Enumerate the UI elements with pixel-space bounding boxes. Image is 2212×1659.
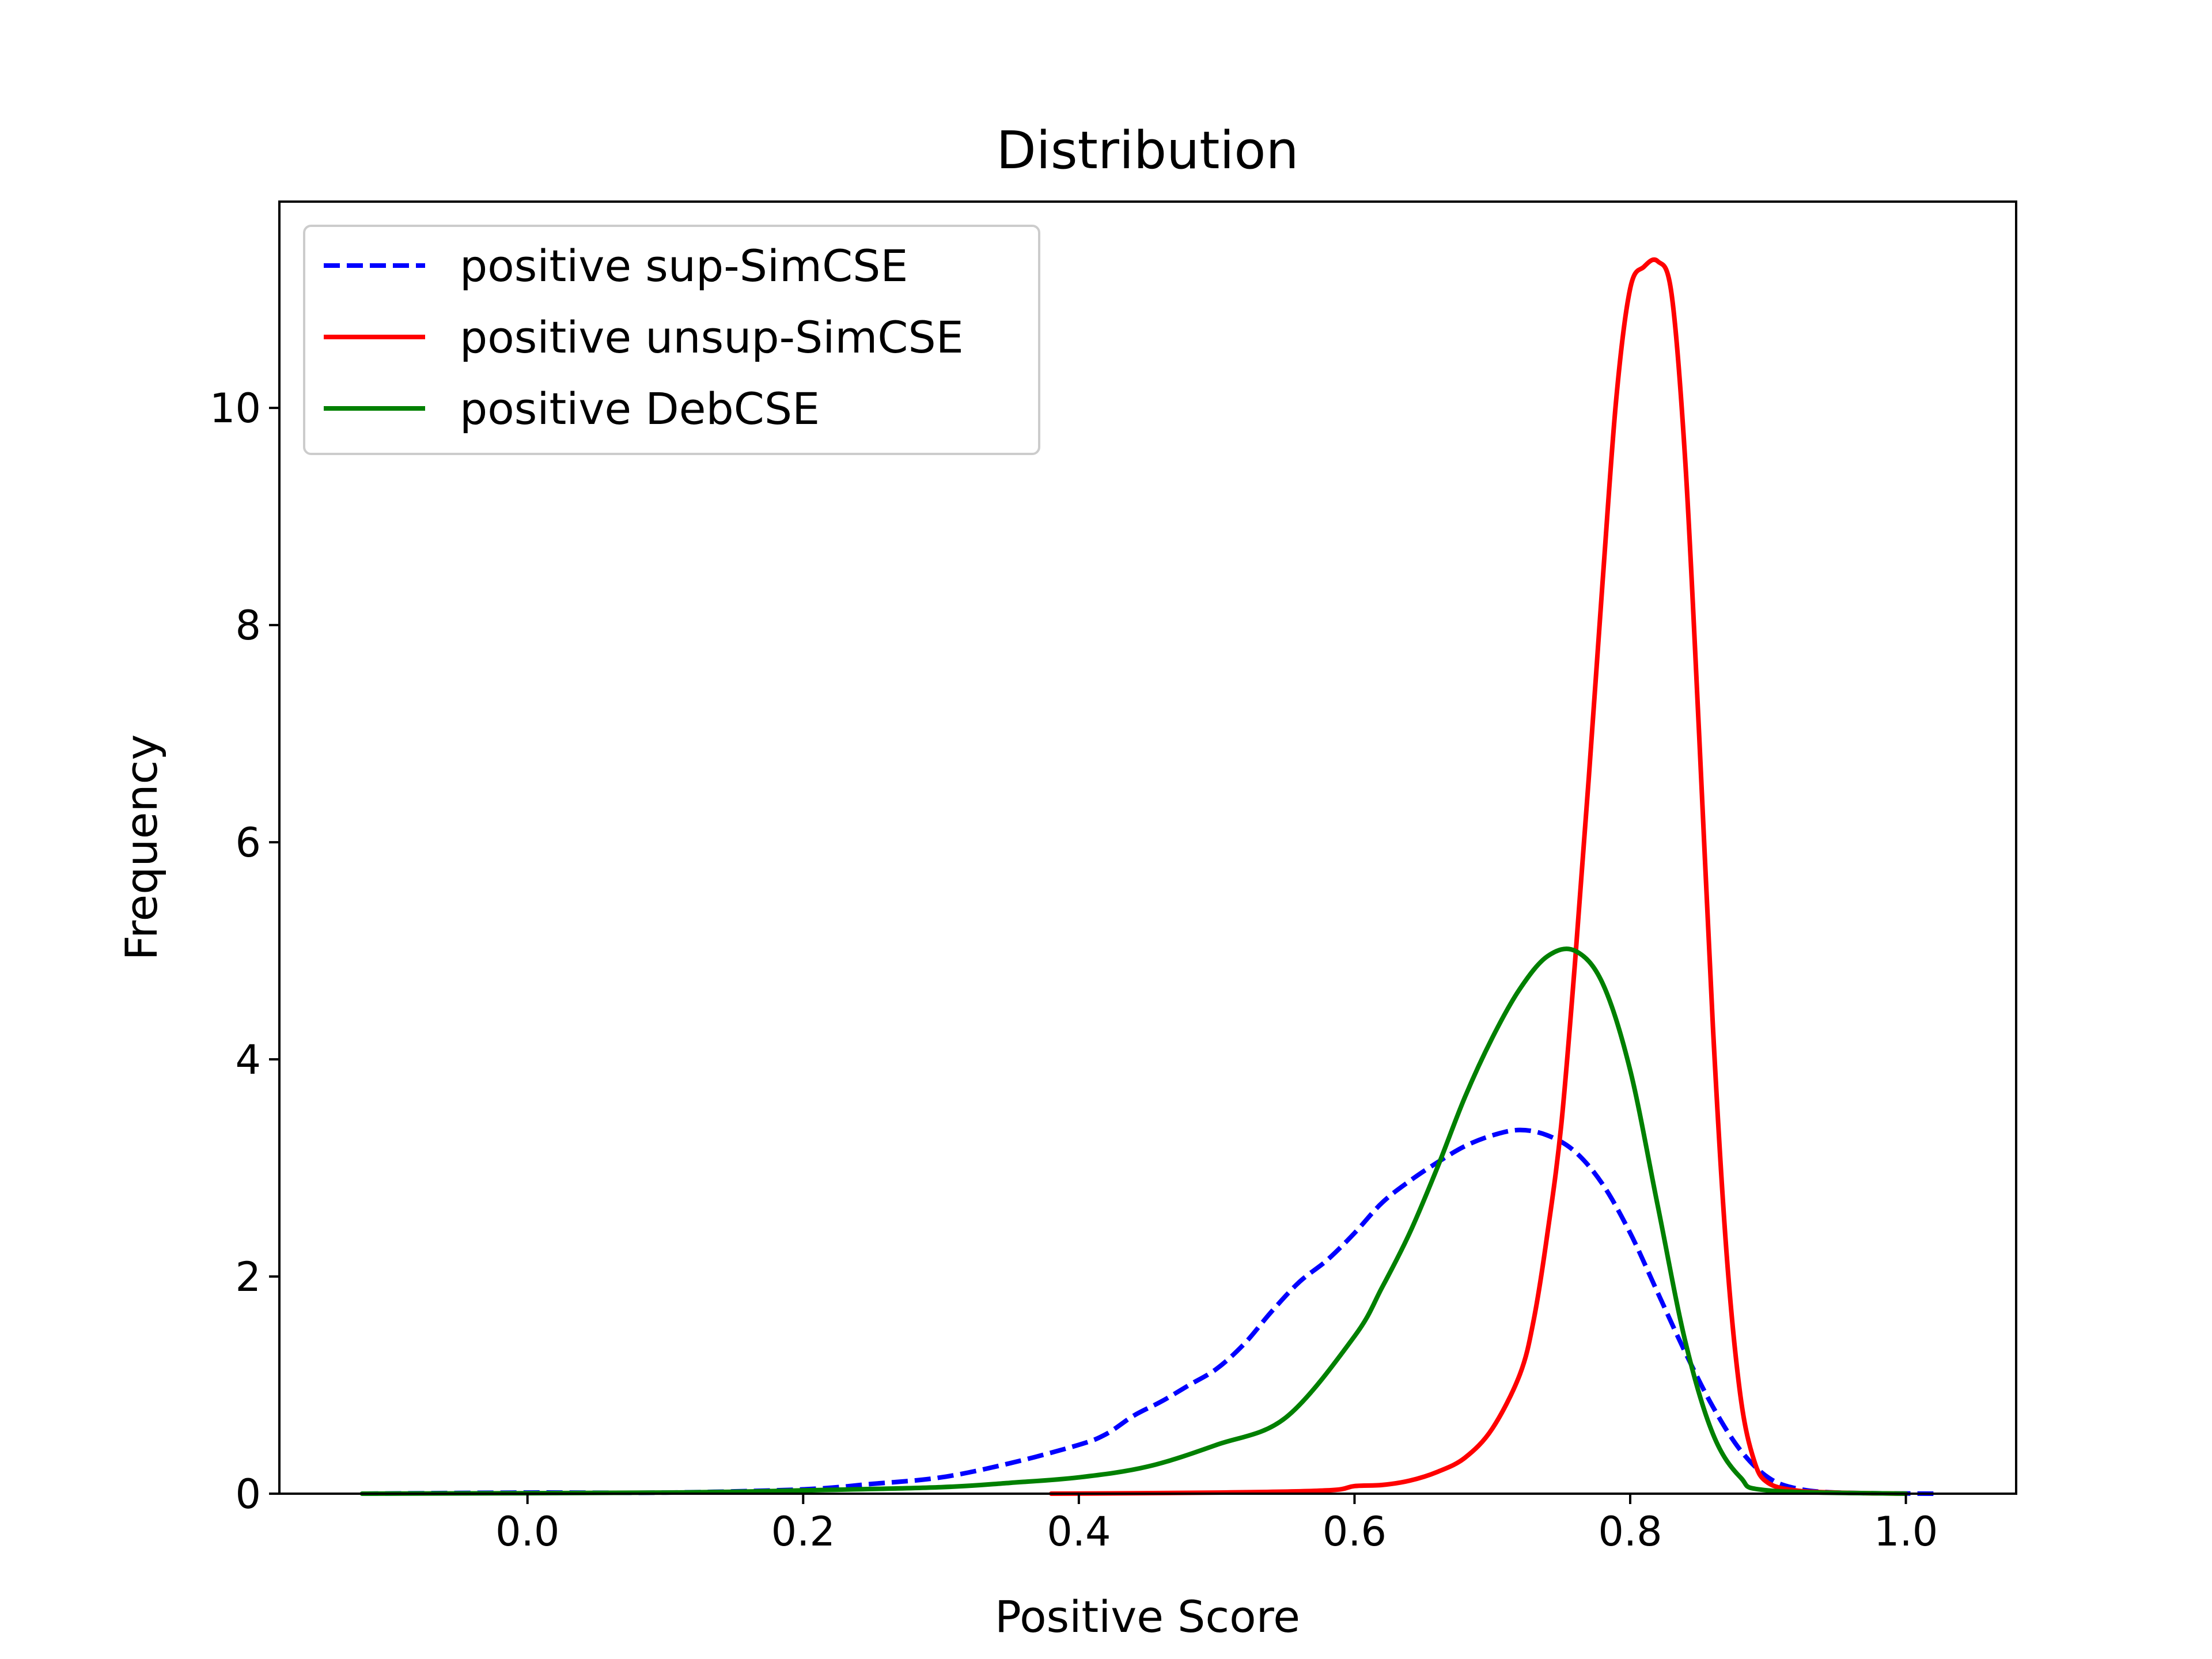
plot-area-frame	[278, 200, 2017, 1495]
chart-title: Distribution	[996, 120, 1298, 181]
y-axis-label: Frequency	[116, 734, 167, 961]
x-tick-label: 0.4	[1047, 1508, 1111, 1555]
x-tick-label: 0.2	[771, 1508, 835, 1555]
y-tick-label: 8	[235, 602, 261, 649]
y-tick-label: 0	[235, 1471, 261, 1518]
y-axis: 0 2 4 6 8 10	[210, 385, 279, 1518]
series-line-unsup-simcse	[1049, 257, 1908, 1496]
y-tick-label: 6	[235, 819, 261, 866]
legend-label-debcse: positive DebCSE	[460, 383, 820, 434]
x-tick-label: 1.0	[1874, 1508, 1938, 1555]
legend-label-unsup-simcse: positive unsup-SimCSE	[460, 312, 964, 363]
y-tick-label: 10	[210, 385, 261, 432]
series-line-debcse	[359, 946, 1908, 1496]
y-tick-label: 4	[235, 1036, 261, 1084]
y-tick-label: 2	[235, 1253, 261, 1301]
legend-label-sup-simcse: positive sup-SimCSE	[460, 240, 908, 291]
x-tick-label: 0.0	[495, 1508, 559, 1555]
x-axis-label: Positive Score	[995, 1591, 1300, 1642]
x-tick-label: 0.8	[1598, 1508, 1662, 1555]
x-axis: 0.0 0.2 0.4 0.6 0.8 1.0	[495, 1494, 1938, 1555]
legend: positive sup-SimCSE positive unsup-SimCS…	[303, 225, 1040, 455]
x-tick-label: 0.6	[1323, 1508, 1387, 1555]
series-layer	[359, 257, 1934, 1496]
legend-box	[303, 225, 1040, 455]
